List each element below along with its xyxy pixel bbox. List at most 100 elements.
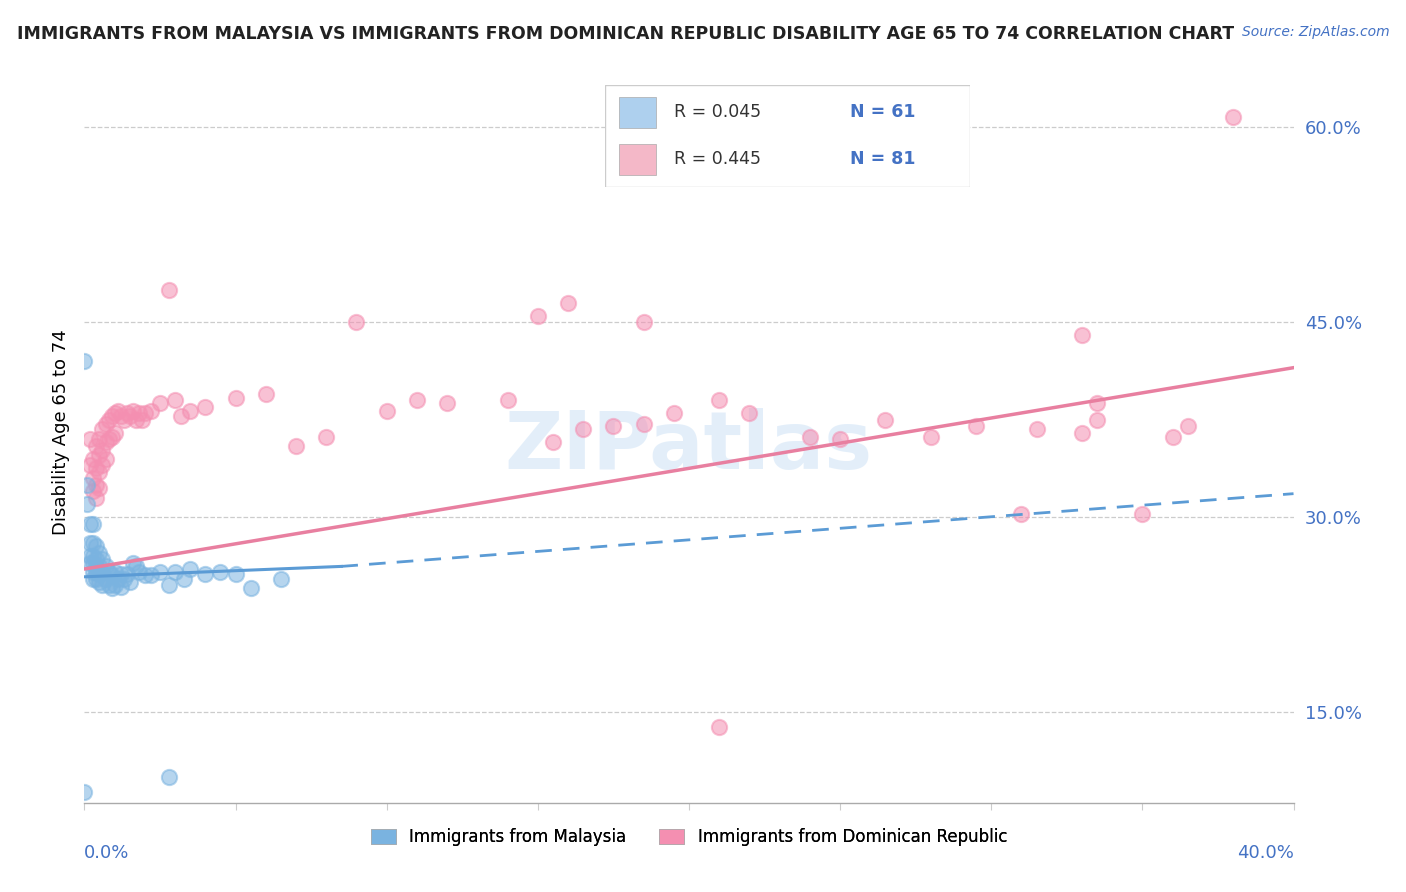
Point [89, 432, 111, 446]
Point [89, 448, 111, 462]
Point [139, 568, 162, 582]
Point [112, 412, 135, 426]
Point [128, 406, 150, 420]
Point [89, 465, 111, 479]
Point [82, 451, 104, 466]
Point [541, 434, 564, 449]
Point [104, 577, 127, 591]
Point [89, 559, 111, 574]
Point [121, 403, 143, 417]
Point [496, 393, 519, 408]
Point [110, 409, 132, 423]
Point [73, 354, 96, 368]
Point [709, 721, 731, 735]
Point [572, 422, 595, 436]
Point [173, 573, 195, 587]
Point [107, 403, 129, 417]
Point [134, 568, 156, 582]
Point [79, 536, 101, 550]
Text: IMMIGRANTS FROM MALAYSIA VS IMMIGRANTS FROM DOMINICAN REPUBLIC DISABILITY AGE 65: IMMIGRANTS FROM MALAYSIA VS IMMIGRANTS F… [17, 25, 1234, 43]
Point [557, 295, 579, 310]
Point [170, 409, 193, 423]
Point [91, 442, 114, 457]
Point [436, 396, 458, 410]
Point [100, 429, 122, 443]
Point [139, 403, 162, 417]
Text: 40.0%: 40.0% [1237, 844, 1294, 862]
Point [76, 477, 98, 491]
Point [79, 549, 101, 563]
Point [149, 565, 172, 579]
Point [79, 432, 101, 446]
Point [1222, 110, 1244, 124]
Point [79, 458, 101, 472]
Point [165, 565, 187, 579]
Point [86, 559, 108, 574]
Point [104, 565, 127, 579]
Point [254, 386, 277, 401]
Point [82, 471, 104, 485]
Point [86, 460, 108, 475]
Point [100, 409, 122, 423]
Point [179, 562, 201, 576]
Point [375, 403, 398, 417]
Text: Source: ZipAtlas.com: Source: ZipAtlas.com [1241, 25, 1389, 39]
Point [270, 573, 292, 587]
Point [738, 406, 761, 420]
Point [225, 567, 247, 582]
Point [125, 412, 148, 426]
Text: ZIPatlas: ZIPatlas [505, 409, 873, 486]
Point [965, 419, 987, 434]
Point [89, 546, 111, 560]
Point [94, 434, 117, 449]
FancyBboxPatch shape [619, 97, 655, 128]
Point [91, 422, 114, 436]
Point [194, 400, 217, 414]
Point [633, 315, 655, 329]
Point [82, 484, 104, 499]
Point [115, 567, 138, 582]
Point [1011, 508, 1033, 522]
FancyBboxPatch shape [605, 85, 970, 187]
Point [89, 574, 111, 589]
Point [633, 417, 655, 431]
Point [110, 567, 132, 582]
Point [97, 565, 120, 579]
Point [1085, 412, 1108, 426]
Point [104, 425, 127, 440]
Point [100, 568, 122, 582]
Y-axis label: Disability Age 65 to 74: Disability Age 65 to 74 [52, 330, 70, 535]
Point [94, 573, 117, 587]
Point [118, 574, 141, 589]
Point [91, 565, 114, 579]
Point [830, 432, 852, 446]
Point [149, 396, 172, 410]
Point [91, 458, 114, 472]
Point [86, 551, 108, 566]
Point [89, 482, 111, 496]
Point [73, 785, 96, 799]
Point [165, 393, 187, 408]
Point [86, 491, 108, 505]
Point [86, 573, 108, 587]
Point [346, 315, 368, 329]
Point [82, 536, 104, 550]
Point [1130, 508, 1153, 522]
Point [920, 429, 942, 443]
Point [82, 516, 104, 531]
Point [82, 573, 104, 587]
Text: 0.0%: 0.0% [84, 844, 129, 862]
Point [82, 549, 104, 563]
Point [107, 573, 129, 587]
Point [157, 770, 180, 784]
Point [91, 551, 114, 566]
Point [82, 565, 104, 579]
Point [76, 497, 98, 511]
Point [91, 577, 114, 591]
Point [875, 412, 897, 426]
Text: R = 0.045: R = 0.045 [673, 103, 761, 121]
Point [1071, 425, 1094, 440]
Point [128, 565, 150, 579]
Point [602, 419, 624, 434]
Point [79, 516, 101, 531]
